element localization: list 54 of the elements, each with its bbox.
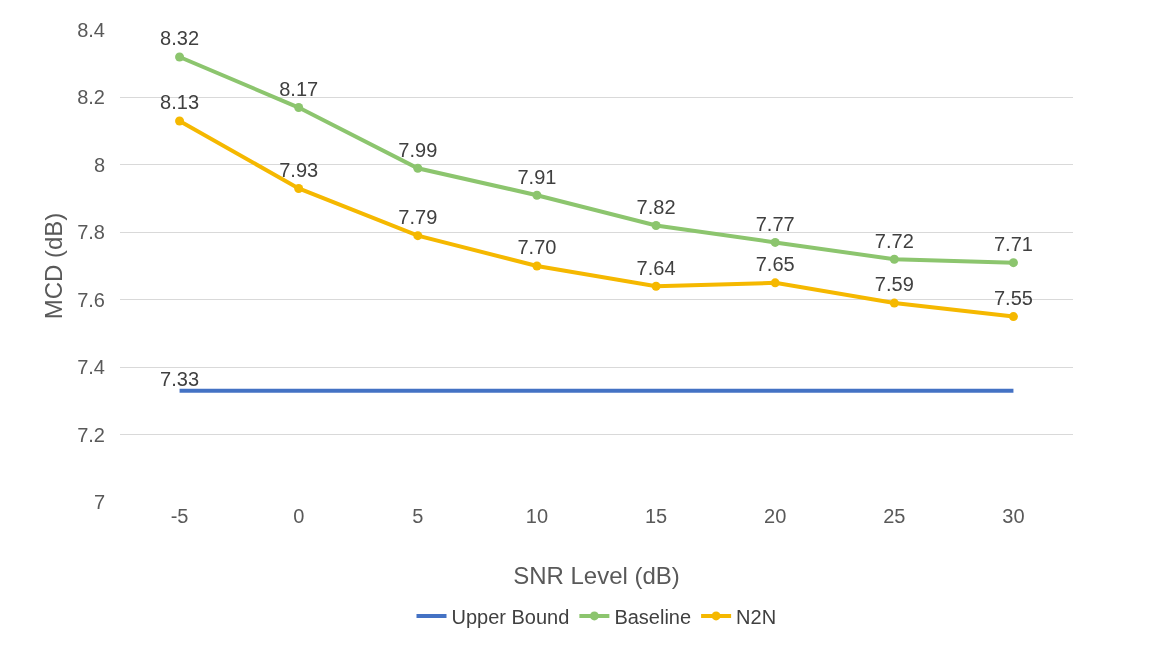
legend-label: Upper Bound	[451, 605, 570, 628]
data-label: 8.32	[160, 27, 200, 50]
data-label: 7.79	[398, 206, 438, 229]
point	[889, 298, 899, 308]
legend-label: N2N	[736, 605, 777, 628]
data-label: 7.77	[755, 212, 795, 235]
point	[770, 278, 780, 288]
data-label: 7.91	[517, 165, 557, 188]
point	[413, 163, 423, 173]
x-tick-label: 30	[1002, 505, 1025, 527]
point	[1008, 258, 1018, 268]
x-tick-label: 15	[644, 505, 668, 527]
data-label: 7.82	[636, 195, 676, 218]
x-axis-title: SNR Level (dB)	[513, 562, 680, 589]
point	[770, 237, 780, 247]
point	[651, 281, 661, 291]
point	[294, 103, 304, 113]
data-label: 7.72	[874, 229, 914, 252]
y-tick-label: 7	[93, 491, 105, 513]
point	[532, 190, 542, 200]
y-tick-label: 7.6	[77, 288, 105, 311]
data-label: 7.64	[636, 256, 676, 279]
data-label: 8.13	[160, 91, 200, 114]
point	[175, 116, 185, 126]
y-tick-label: 8.2	[77, 86, 105, 109]
x-tick-label: 25	[883, 505, 906, 527]
data-label: 7.55	[993, 286, 1033, 309]
x-tick-label: 5	[412, 505, 424, 527]
data-label: 7.93	[279, 158, 319, 181]
y-tick-label: 8.4	[77, 19, 105, 41]
point	[889, 254, 899, 264]
x-tick-label: 20	[764, 505, 787, 527]
point	[532, 261, 542, 271]
point	[651, 221, 661, 231]
x-tick-label: -5	[170, 505, 189, 527]
point	[413, 231, 423, 241]
point	[294, 183, 304, 193]
data-label: 8.17	[279, 77, 319, 100]
point	[1008, 312, 1018, 322]
data-label: 7.70	[517, 236, 557, 259]
y-tick-label: 7.2	[77, 423, 105, 446]
data-label: 7.33	[160, 367, 200, 390]
y-tick-label: 8	[93, 153, 105, 176]
y-tick-label: 7.8	[77, 221, 105, 244]
data-label: 7.59	[874, 273, 914, 296]
x-tick-label: 0	[293, 505, 305, 527]
data-label: 7.99	[398, 138, 438, 161]
y-axis-title: MCD (dB)	[40, 212, 67, 320]
y-tick-label: 7.4	[77, 356, 105, 379]
legend-label: Baseline	[614, 605, 692, 628]
x-tick-label: 10	[525, 505, 549, 527]
data-label: 7.65	[755, 253, 795, 276]
point	[175, 52, 185, 62]
data-label: 7.71	[993, 233, 1033, 256]
